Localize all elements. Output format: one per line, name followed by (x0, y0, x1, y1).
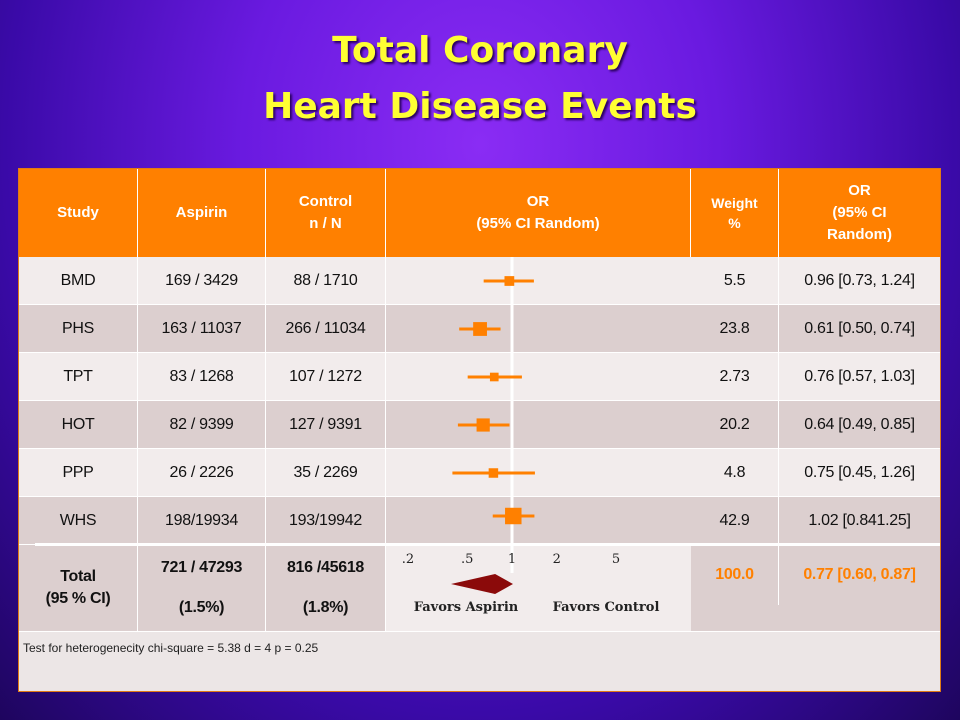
study-cell: WHS (19, 497, 138, 545)
control-cell: 88 / 1710 (266, 257, 386, 305)
study-cell: TPT (19, 353, 138, 401)
title-line-1: Total Coronary (332, 30, 628, 71)
total-aspirin: 721 / 47293 (1.5%) (138, 545, 266, 631)
aspirin-cell: 198/19934 (138, 497, 266, 545)
header-or-line1: OR (526, 193, 550, 210)
weight-cell: 23.8 (691, 305, 779, 353)
row-divider (19, 352, 940, 353)
axis-strip (35, 543, 940, 546)
weight-cell: 4.8 (691, 449, 779, 497)
favors-control-label: Favors Control (553, 600, 660, 615)
header-or: OR (95% CI Random) (386, 169, 691, 257)
favors-aspirin-label: Favors Aspirin (414, 600, 519, 615)
axis-tick-label: 5 (612, 552, 620, 567)
control-cell: 127 / 9391 (266, 401, 386, 449)
forest-plot: .2 .5 1 2 5 Favors Aspirin Favors Control (402, 257, 660, 615)
or-point-marker (504, 276, 515, 286)
row-divider (19, 448, 940, 449)
total-or-ci: 0.77 [0.60, 0.87] (803, 566, 916, 583)
axis-tick-label: .5 (461, 552, 473, 567)
control-cell: 35 / 2269 (266, 449, 386, 497)
header-aspirin: Aspirin (138, 169, 266, 257)
table-row (19, 497, 940, 545)
aspirin-cell: 83 / 1268 (138, 353, 266, 401)
or-ci-cell: 0.61 [0.50, 0.74] (804, 320, 915, 337)
header-control-line2: n / N (309, 215, 342, 232)
table-row (19, 257, 940, 305)
total-weight: 100.0 (691, 545, 779, 605)
or-ci-cell: 0.76 [0.57, 1.03] (804, 368, 915, 385)
axis-tick-label: .2 (402, 552, 414, 567)
header-study: Study (19, 169, 138, 257)
total-label-line2: (95 % CI) (45, 590, 111, 607)
weight-cell: 5.5 (691, 257, 779, 305)
or-point-marker (473, 322, 487, 336)
header-or-line2: (95% CI Random) (476, 215, 600, 232)
total-control-line2: (1.8%) (302, 599, 349, 616)
axis-tick-label: 2 (553, 552, 561, 567)
header-control: Control n / N (266, 169, 386, 257)
forest-table: Study Aspirin Control n / N OR (95% CI R… (18, 168, 941, 692)
header-control-line1: Control (298, 193, 353, 210)
or-point-marker (476, 418, 490, 432)
footer-divider (19, 631, 940, 632)
aspirin-cell: 163 / 11037 (138, 305, 266, 353)
header-or-ci-line2: (95% CI (832, 204, 887, 221)
total-label: Total (95 % CI) (19, 545, 138, 631)
axis-tick-label: 1 (508, 552, 516, 567)
or-ci-cell: 0.64 [0.49, 0.85] (804, 416, 915, 433)
study-cell: BMD (19, 257, 138, 305)
study-cell: PHS (19, 305, 138, 353)
title-line-2: Heart Disease Events (263, 86, 697, 127)
total-control: 816 /45618 (1.8%) (266, 545, 386, 631)
pooled-diamond (450, 574, 514, 594)
weight-cell: 2.73 (691, 353, 779, 401)
row-divider (19, 304, 940, 305)
study-cell: HOT (19, 401, 138, 449)
or-point-marker (488, 468, 499, 478)
control-cell: 107 / 1272 (266, 353, 386, 401)
control-cell: 266 / 11034 (266, 305, 386, 353)
weight-cell: 42.9 (691, 497, 779, 545)
study-cell: PPP (19, 449, 138, 497)
header-weight: Weight % (691, 169, 779, 257)
row-divider (19, 496, 940, 497)
header-or-ci-line3: Random) (827, 226, 892, 243)
weight-cell: 20.2 (691, 401, 779, 449)
header-or-ci-line1: OR (848, 182, 871, 199)
aspirin-cell: 169 / 3429 (138, 257, 266, 305)
control-cell: 193/19942 (266, 497, 386, 545)
or-ci-cell: 0.96 [0.73, 1.24] (804, 272, 915, 289)
total-label-line1: Total (60, 568, 96, 585)
plot-total-bg (386, 545, 691, 631)
or-point-marker (489, 372, 499, 382)
row-divider (19, 400, 940, 401)
total-aspirin-line2: (1.5%) (178, 599, 225, 616)
header-weight-line1: Weight (711, 195, 758, 211)
heterogeneity-footnote: Test for heterogenecity chi-square = 5.3… (23, 641, 319, 655)
or-point-marker (505, 507, 522, 525)
header-weight-line2: % (728, 215, 741, 231)
total-aspirin-line1: 721 / 47293 (160, 559, 243, 576)
or-ci-cell: 1.02 [0.841.25] (808, 512, 911, 529)
aspirin-cell: 82 / 9399 (138, 401, 266, 449)
or-ci-cell: 0.75 [0.45, 1.26] (804, 464, 915, 481)
aspirin-cell: 26 / 2226 (138, 449, 266, 497)
total-control-line1: 816 /45618 (286, 559, 365, 576)
header-or-ci: OR (95% CI Random) (779, 169, 940, 257)
